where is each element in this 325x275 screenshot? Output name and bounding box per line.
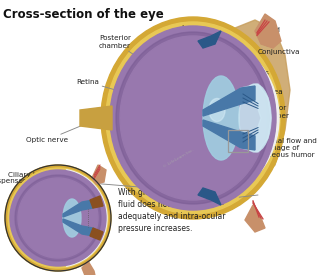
Polygon shape: [198, 31, 221, 48]
Bar: [228, 130, 248, 152]
Wedge shape: [58, 170, 107, 266]
Text: Cross-section of the eye: Cross-section of the eye: [3, 8, 164, 21]
Ellipse shape: [116, 32, 270, 204]
Polygon shape: [63, 219, 93, 236]
Text: © LifeLearn Inc.: © LifeLearn Inc.: [163, 148, 195, 169]
Text: Iris: Iris: [253, 70, 269, 98]
Ellipse shape: [106, 22, 280, 214]
Text: Cornea: Cornea: [258, 89, 284, 113]
Ellipse shape: [101, 17, 285, 219]
Polygon shape: [241, 84, 271, 152]
Text: Optic nerve: Optic nerve: [26, 120, 95, 143]
Polygon shape: [90, 228, 103, 240]
Polygon shape: [245, 205, 265, 232]
Ellipse shape: [63, 199, 81, 237]
Polygon shape: [198, 188, 221, 205]
Circle shape: [10, 170, 106, 266]
Text: Conjunctiva: Conjunctiva: [258, 44, 301, 55]
Wedge shape: [193, 35, 279, 201]
Text: Posterior
chamber: Posterior chamber: [99, 35, 183, 88]
Polygon shape: [203, 120, 255, 150]
Polygon shape: [63, 200, 93, 217]
Text: Ciliary body with
suspensory ligaments: Ciliary body with suspensory ligaments: [0, 172, 201, 192]
Polygon shape: [203, 86, 255, 116]
Ellipse shape: [239, 84, 271, 152]
Circle shape: [15, 175, 101, 261]
Circle shape: [8, 168, 108, 268]
Ellipse shape: [209, 98, 225, 122]
Polygon shape: [215, 20, 290, 195]
Polygon shape: [92, 165, 106, 184]
Polygon shape: [82, 261, 96, 275]
Text: Anterior
chamber: Anterior chamber: [258, 106, 290, 130]
Text: Normal flow and
drainage of
aqueous humor: Normal flow and drainage of aqueous humo…: [255, 138, 317, 158]
Ellipse shape: [110, 26, 276, 210]
Ellipse shape: [203, 76, 239, 160]
Text: Lens: Lens: [182, 25, 221, 81]
Polygon shape: [255, 14, 281, 48]
Circle shape: [5, 165, 111, 271]
Text: Eyelid: Eyelid: [258, 26, 280, 33]
Polygon shape: [80, 106, 112, 130]
Polygon shape: [90, 196, 103, 208]
Circle shape: [18, 178, 98, 258]
Text: Retina: Retina: [77, 79, 143, 98]
Ellipse shape: [120, 36, 266, 200]
Text: With glaucoma, the aqueous
fluid does not drain
adequately and intra-ocular
pres: With glaucoma, the aqueous fluid does no…: [118, 188, 228, 233]
Text: Iridocorneal
angle: Iridocorneal angle: [194, 194, 258, 207]
